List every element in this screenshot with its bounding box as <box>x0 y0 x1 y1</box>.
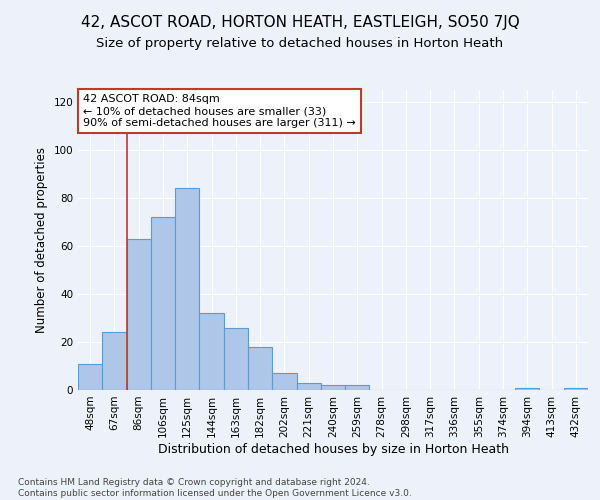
X-axis label: Distribution of detached houses by size in Horton Heath: Distribution of detached houses by size … <box>157 442 509 456</box>
Bar <box>224 328 248 390</box>
Text: 42 ASCOT ROAD: 84sqm
← 10% of detached houses are smaller (33)
90% of semi-detac: 42 ASCOT ROAD: 84sqm ← 10% of detached h… <box>83 94 356 128</box>
Bar <box>199 313 224 390</box>
Bar <box>127 239 151 390</box>
Bar <box>78 364 102 390</box>
Y-axis label: Number of detached properties: Number of detached properties <box>35 147 48 333</box>
Text: Contains HM Land Registry data © Crown copyright and database right 2024.
Contai: Contains HM Land Registry data © Crown c… <box>18 478 412 498</box>
Bar <box>515 388 539 390</box>
Bar <box>248 347 272 390</box>
Text: Size of property relative to detached houses in Horton Heath: Size of property relative to detached ho… <box>97 38 503 51</box>
Text: 42, ASCOT ROAD, HORTON HEATH, EASTLEIGH, SO50 7JQ: 42, ASCOT ROAD, HORTON HEATH, EASTLEIGH,… <box>80 15 520 30</box>
Bar <box>564 388 588 390</box>
Bar <box>151 217 175 390</box>
Bar <box>321 385 345 390</box>
Bar <box>272 373 296 390</box>
Bar <box>102 332 127 390</box>
Bar <box>345 385 370 390</box>
Bar <box>175 188 199 390</box>
Bar <box>296 383 321 390</box>
